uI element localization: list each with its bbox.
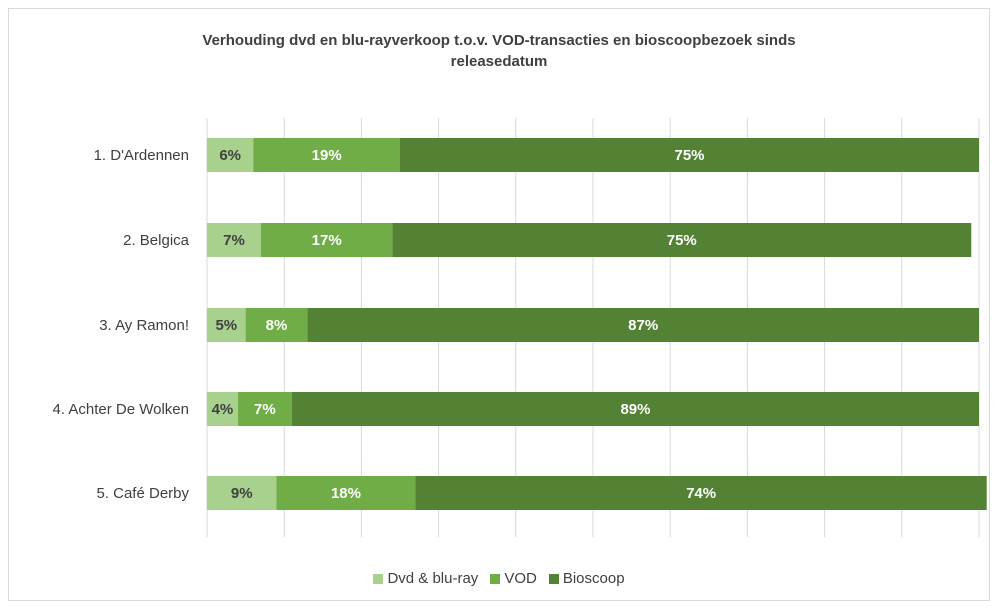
legend-label-dvd: Dvd & blu-ray — [387, 570, 479, 587]
data-label: 7% — [223, 232, 245, 249]
bar-segment[interactable] — [276, 476, 416, 510]
data-label: 17% — [312, 232, 342, 249]
bar-segment[interactable] — [253, 138, 400, 172]
legend-item-dvd[interactable]: Dvd & blu-ray — [373, 570, 478, 587]
legend-item-vod[interactable]: VOD — [490, 570, 537, 587]
data-labels: 6% 19% 75% 7% 17% 75% 5% 8% 87% 4% 7% 89% 9% 18% 74% — [212, 147, 716, 502]
data-label: 18% — [331, 485, 361, 502]
legend-label-vod: VOD — [504, 570, 537, 587]
data-label: 4% — [212, 401, 234, 418]
chart-title-line-2: releasedatum — [450, 53, 548, 70]
data-label: 89% — [620, 401, 650, 418]
bar-segment[interactable] — [207, 138, 254, 172]
bar-segment[interactable] — [207, 476, 277, 510]
data-label: 75% — [667, 232, 697, 249]
category-labels: 1. D'Ardennen 2. Belgica 3. Ay Ramon! 4. Ac… — [53, 147, 190, 502]
bars — [207, 138, 987, 510]
data-label: 75% — [674, 147, 704, 164]
category-label: 3. Ay Ramon! — [99, 317, 189, 334]
bar-segment[interactable] — [207, 223, 262, 257]
legend-swatch-vod — [490, 573, 501, 584]
category-label: 2. Belgica — [123, 232, 190, 249]
legend-swatch-dvd — [373, 573, 384, 584]
data-label: 74% — [686, 485, 716, 502]
bar-segment[interactable] — [237, 392, 292, 426]
data-label: 8% — [266, 317, 288, 334]
bar-segment[interactable] — [261, 223, 393, 257]
data-label: 9% — [231, 485, 253, 502]
bar-segment[interactable] — [415, 476, 987, 510]
data-label: 6% — [219, 147, 241, 164]
bar-segment[interactable] — [207, 392, 238, 426]
data-label: 87% — [628, 317, 658, 334]
bar-segment[interactable] — [291, 392, 979, 426]
data-label: 7% — [254, 401, 276, 418]
category-label: 4. Achter De Wolken — [53, 401, 189, 418]
category-label: 5. Café Derby — [96, 485, 189, 502]
bar-segment[interactable] — [245, 308, 308, 342]
category-label: 1. D'Ardennen — [94, 147, 189, 164]
data-label: 19% — [312, 147, 342, 164]
data-label: 5% — [215, 317, 237, 334]
chart-title-line-1: Verhouding dvd en blu-rayverkoop t.o.v. … — [202, 32, 796, 49]
bar-segment[interactable] — [207, 308, 246, 342]
bar-segment[interactable] — [307, 308, 979, 342]
legend: Dvd & blu-ray VOD Bioscoop — [0, 570, 998, 587]
legend-label-bioscoop: Bioscoop — [562, 570, 625, 587]
bar-segment[interactable] — [400, 138, 979, 172]
legend-item-bioscoop[interactable]: Bioscoop — [548, 570, 625, 587]
legend-swatch-bioscoop — [548, 573, 559, 584]
chart-title: Verhouding dvd en blu-rayverkoop t.o.v. … — [0, 30, 998, 72]
bar-segment[interactable] — [392, 223, 972, 257]
